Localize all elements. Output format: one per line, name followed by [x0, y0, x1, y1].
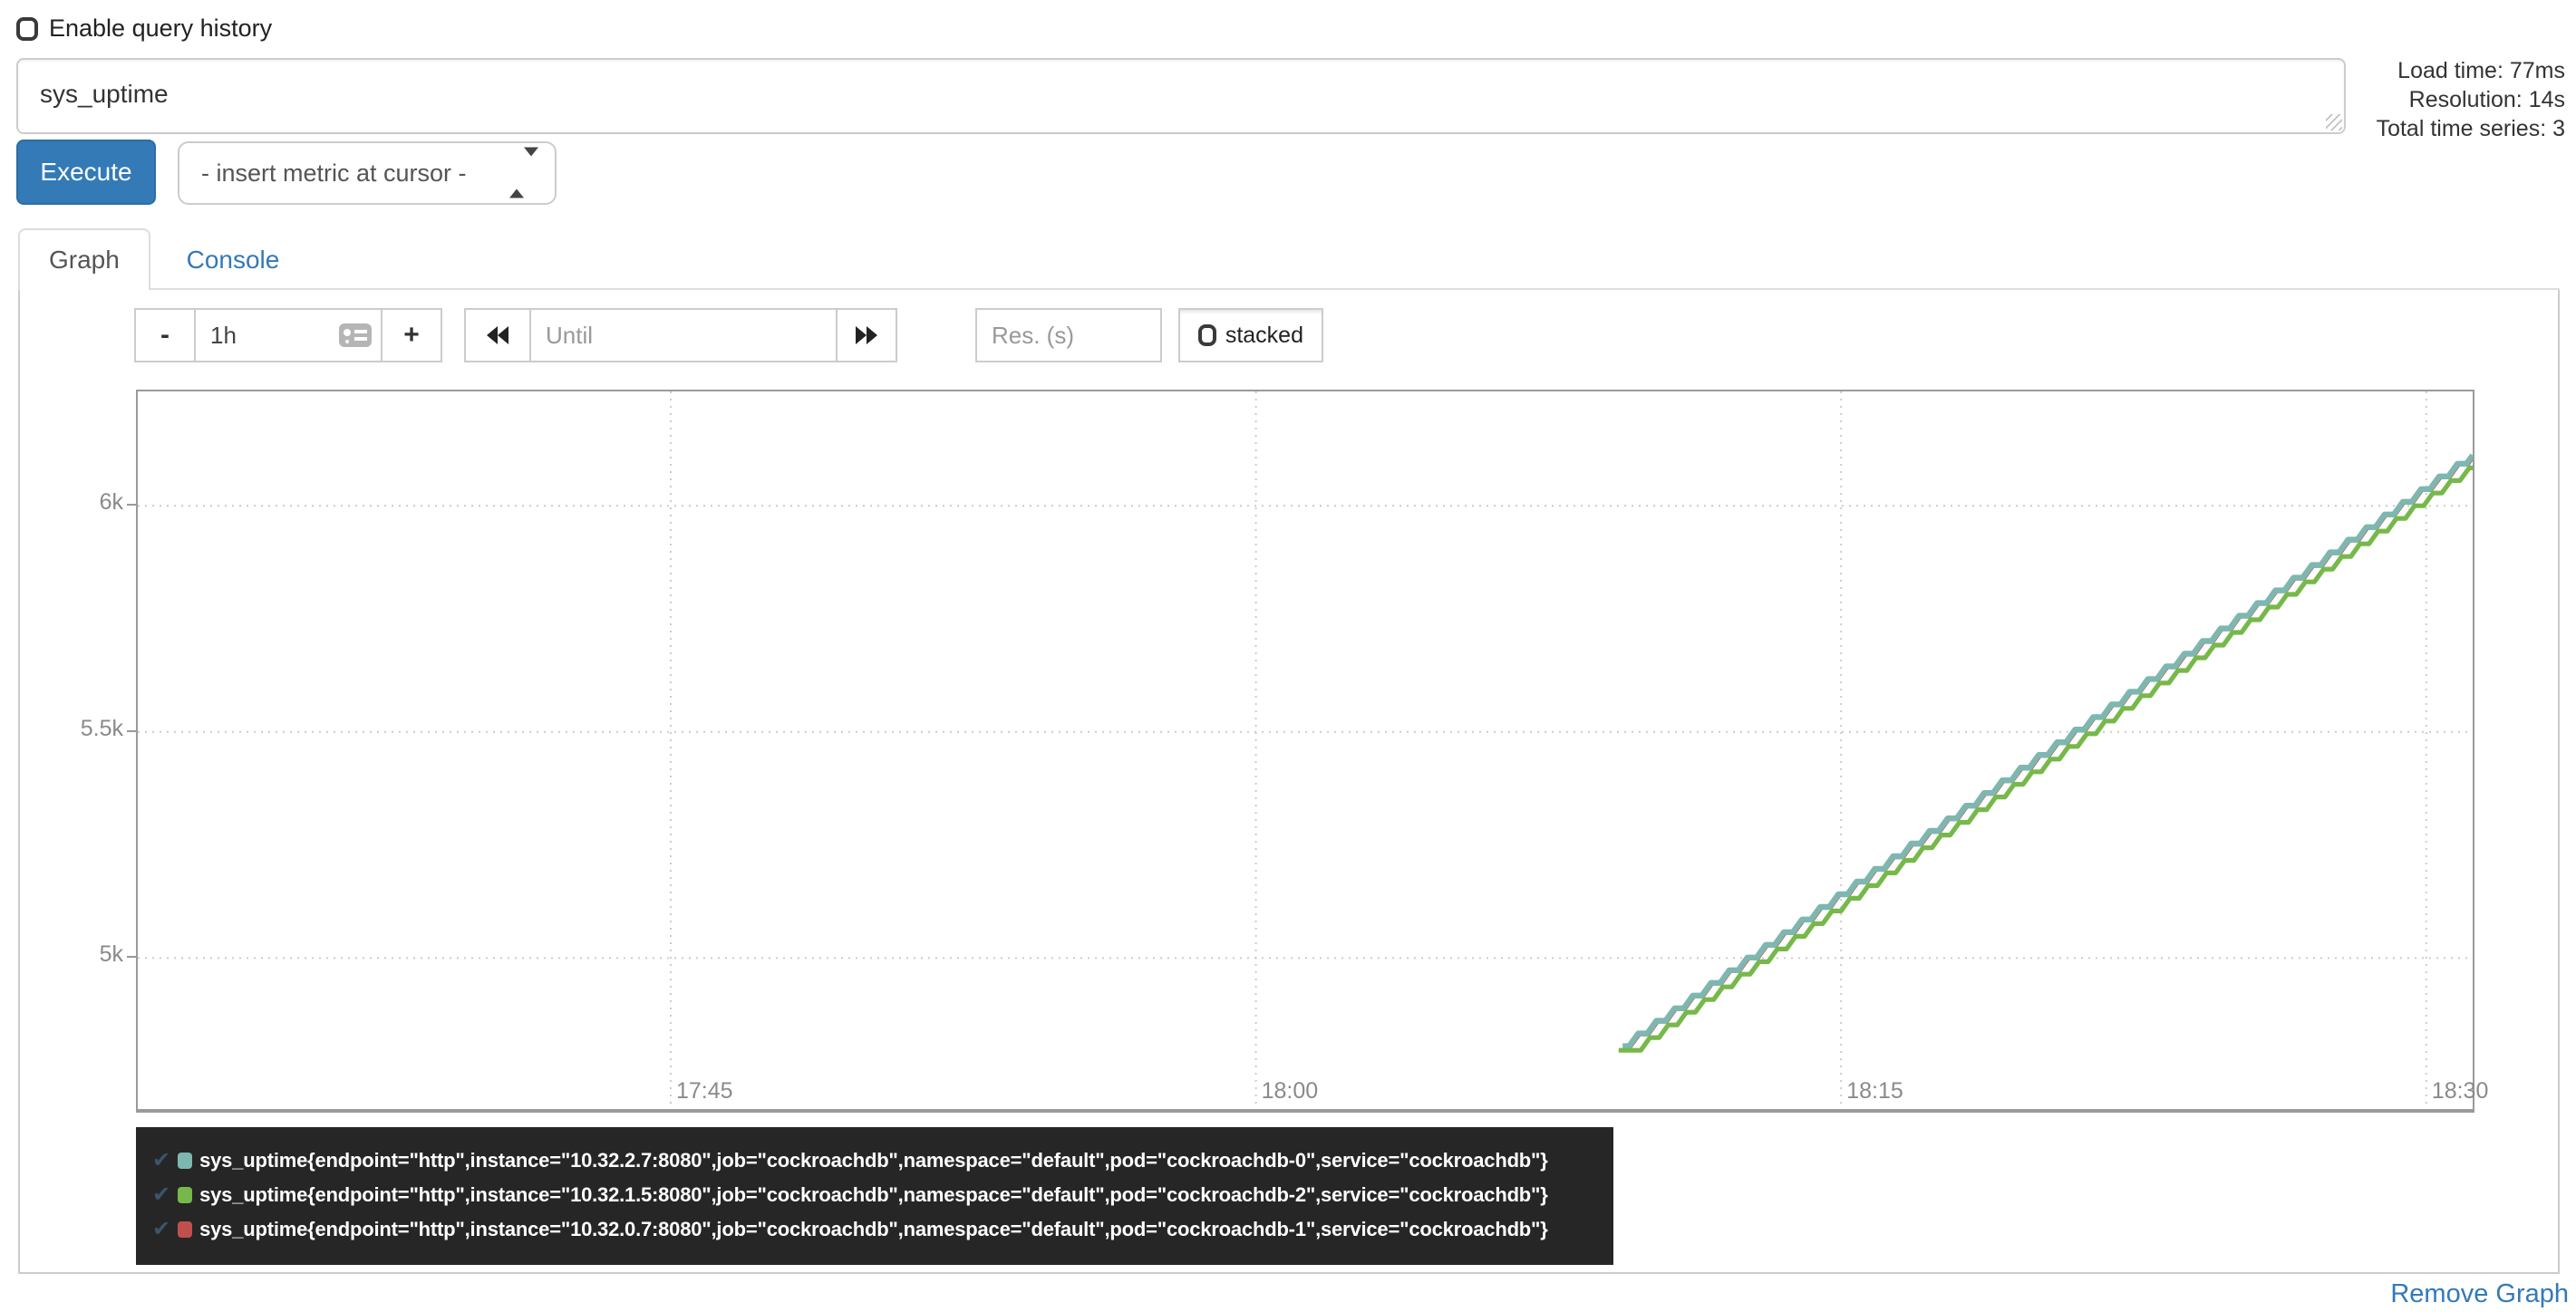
tab-console[interactable]: Console [186, 246, 280, 274]
y-tick-mark [127, 504, 136, 506]
insert-metric-select[interactable]: - insert metric at cursor - [178, 141, 557, 205]
x-tick-label: 18:30 [2431, 1078, 2489, 1104]
series-enabled-check-icon[interactable]: ✔ [152, 1182, 171, 1207]
query-expression-input[interactable]: sys_uptime [16, 58, 2346, 134]
legend-row[interactable]: ✔ sys_uptime{endpoint="http",instance="10… [152, 1178, 1613, 1212]
range-control-group: - + [134, 308, 442, 362]
series-color-swatch [178, 1187, 193, 1203]
x-tick-label: 17:45 [676, 1078, 733, 1104]
range-input-wrap [194, 308, 383, 362]
tab-graph[interactable]: Graph [18, 228, 150, 292]
fast-forward-icon [856, 326, 877, 344]
stacked-checkbox[interactable] [1198, 324, 1216, 346]
textarea-resize-grip[interactable] [2326, 114, 2342, 130]
time-back-button[interactable] [464, 308, 531, 362]
series-label[interactable]: sys_uptime{endpoint="http",instance="10.… [199, 1183, 1548, 1206]
query-history-checkbox[interactable] [16, 16, 38, 41]
range-increase-button[interactable]: + [381, 308, 442, 362]
metric-select-wrap: - insert metric at cursor - [178, 141, 557, 205]
enable-query-history[interactable]: Enable query history [16, 14, 272, 43]
series-color-swatch [178, 1153, 193, 1169]
series-label[interactable]: sys_uptime{endpoint="http",instance="10.… [199, 1218, 1548, 1240]
query-history-label: Enable query history [49, 14, 273, 42]
until-input[interactable] [529, 308, 838, 362]
range-input[interactable] [194, 308, 383, 362]
resolution-input[interactable] [975, 308, 1162, 362]
autofill-contact-icon[interactable] [339, 323, 372, 347]
tab-bar: Graph Console [18, 228, 2560, 292]
time-control-group [464, 308, 897, 362]
resolution-group [975, 308, 1162, 362]
time-forward-button[interactable] [836, 308, 897, 362]
y-tick-mark [127, 729, 136, 732]
graph-plot-area[interactable] [136, 390, 2474, 1113]
chart-legend: ✔ sys_uptime{endpoint="http",instance="10… [136, 1127, 1613, 1265]
legend-row[interactable]: ✔ sys_uptime{endpoint="http",instance="10… [152, 1143, 1613, 1178]
series-enabled-check-icon[interactable]: ✔ [152, 1217, 171, 1241]
series-enabled-check-icon[interactable]: ✔ [152, 1148, 171, 1172]
stacked-label: stacked [1225, 322, 1303, 348]
resolution: Resolution: 14s [2408, 87, 2565, 112]
legend-row[interactable]: ✔ sys_uptime{endpoint="http",instance="10… [152, 1212, 1613, 1247]
time-series-chart [138, 391, 2473, 1109]
series-color-swatch [178, 1221, 193, 1238]
y-tick-mark [127, 956, 136, 959]
series-label[interactable]: sys_uptime{endpoint="http",instance="10.… [199, 1149, 1548, 1172]
stacked-toggle[interactable]: stacked [1178, 308, 1323, 362]
y-tick-label: 6k [99, 489, 123, 516]
remove-graph-link[interactable]: Remove Graph [2390, 1279, 2569, 1308]
y-tick-label: 5k [99, 941, 123, 968]
y-tick-label: 5.5k [80, 715, 123, 741]
x-tick-label: 18:00 [1261, 1078, 1319, 1104]
query-stats: Load time: 77ms Resolution: 14s Total ti… [2377, 56, 2565, 143]
execute-button[interactable]: Execute [16, 140, 156, 205]
rewind-icon [487, 326, 508, 344]
range-decrease-button[interactable]: - [134, 308, 196, 362]
query-input-wrap: sys_uptime [16, 58, 2346, 134]
x-tick-label: 18:15 [1846, 1078, 1903, 1104]
total-time-series: Total time series: 3 [2376, 116, 2565, 141]
load-time: Load time: 77ms [2397, 58, 2565, 83]
